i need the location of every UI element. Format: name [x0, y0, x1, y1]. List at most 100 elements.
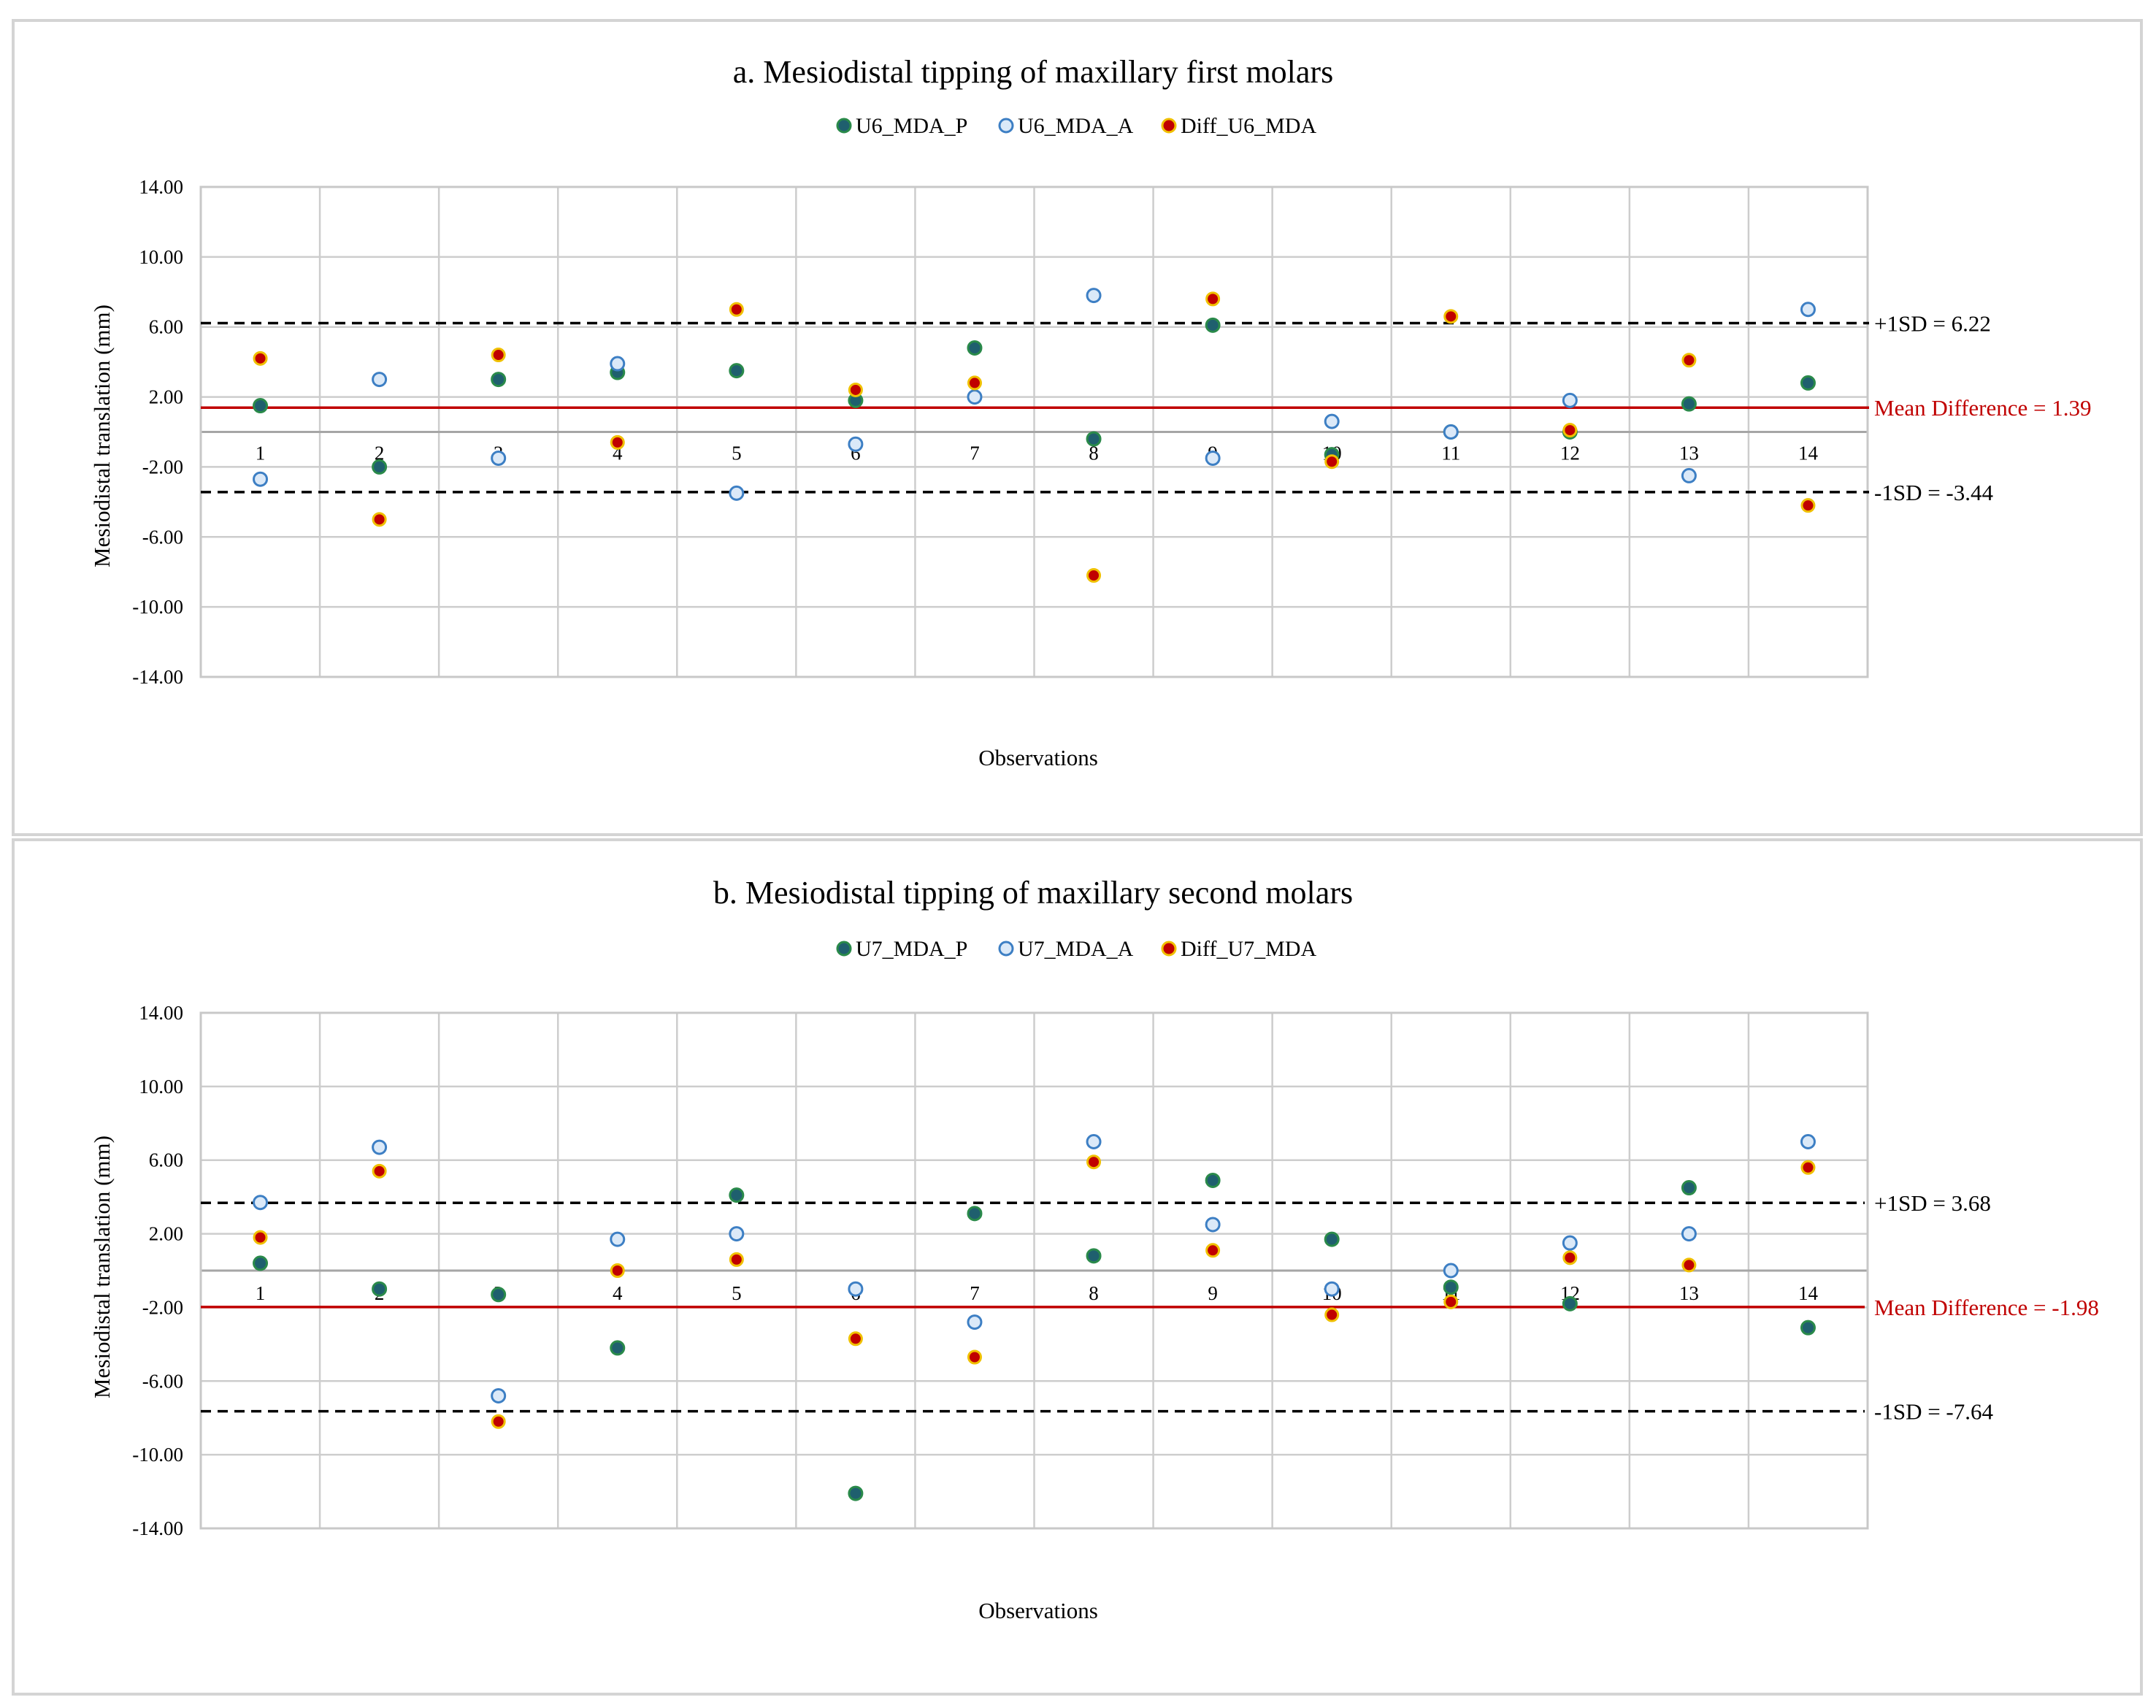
- chart-b-difference-point-14: [1800, 1160, 1816, 1175]
- chart-a-anterior-point-12: [1562, 392, 1578, 408]
- legend-a-anterior-marker: [998, 118, 1014, 134]
- chart-a-y-axis-title: Mesiodistal translation (mm): [89, 305, 115, 567]
- chart-b-category-label-5: 5: [732, 1282, 742, 1304]
- chart-a-category-label-7: 7: [970, 443, 980, 464]
- chart-a-anterior-point-14: [1800, 302, 1816, 318]
- chart-b-difference-point-13: [1681, 1257, 1697, 1273]
- chart-b-difference-point-2: [372, 1163, 387, 1179]
- chart-a-anterior-point-1: [253, 471, 269, 487]
- chart-b-difference-point-3: [491, 1414, 506, 1429]
- chart-b-difference-point-11: [1443, 1294, 1459, 1309]
- chart-b-y-tick-label-7: -14.00: [132, 1517, 183, 1539]
- chart-b-anterior-point-14: [1800, 1134, 1816, 1149]
- chart-a-difference-point-10: [1324, 454, 1340, 470]
- chart-a-difference-point-7: [967, 375, 982, 391]
- chart-a-anterior-point-4: [610, 356, 626, 372]
- chart-a-difference-point-12: [1562, 423, 1578, 438]
- legend-a-anterior-label: U6_MDA_A: [1018, 114, 1134, 138]
- chart-a-legend: U6_MDA_P U6_MDA_A Diff_U6_MDA: [836, 114, 1316, 138]
- chart-b-category-label-1: 1: [256, 1282, 266, 1304]
- chart-b-anterior-point-6: [848, 1281, 864, 1297]
- chart-b-anterior-point-5: [729, 1226, 745, 1242]
- chart-a-difference-point-3: [491, 348, 506, 363]
- chart-b-mean-label: Mean Difference = -1.98: [1874, 1295, 2099, 1320]
- chart-b-legend: U7_MDA_P U7_MDA_A Diff_U7_MDA: [836, 937, 1316, 961]
- legend-b-difference-label: Diff_U7_MDA: [1181, 937, 1316, 961]
- chart-b-anterior-point-8: [1086, 1134, 1102, 1149]
- chart-b-plot-area: [199, 1011, 1869, 1530]
- chart-a-anterior-point-8: [1086, 288, 1102, 304]
- chart-b-title: b. Mesiodistal tipping of maxillary seco…: [713, 875, 1353, 911]
- chart-a-anterior-point-11: [1443, 424, 1459, 440]
- chart-b-category-label-7: 7: [970, 1282, 980, 1304]
- chart-b-category-label-13: 13: [1679, 1282, 1699, 1304]
- chart-a-difference-point-14: [1800, 498, 1816, 513]
- chart-a-upper-sd-label: +1SD = 6.22: [1874, 310, 1991, 336]
- chart-a-x-axis-title: Observations: [978, 745, 1098, 770]
- panel-b-frame: [12, 838, 2143, 1696]
- chart-b-y-axis: 14.00 10.00 6.00 2.00 -2.00 -6.00 -10.00 -14.00: [132, 1002, 183, 1539]
- chart-b-difference-point-8: [1086, 1154, 1102, 1170]
- legend-a-difference-label: Diff_U6_MDA: [1181, 114, 1316, 138]
- chart-a-data-points: [253, 288, 1816, 583]
- chart-a-difference-point-4: [610, 434, 625, 450]
- chart-b-y-axis-title: Mesiodistal translation (mm): [89, 1136, 115, 1398]
- chart-b-anterior-point-7: [967, 1314, 983, 1330]
- chart-a-plot-area: [199, 185, 1869, 678]
- chart-a-lower-sd-label: -1SD = -3.44: [1874, 480, 1994, 505]
- legend-b-anterior-label: U7_MDA_A: [1018, 937, 1134, 961]
- chart-a-anterior-point-10: [1324, 413, 1340, 429]
- chart-a-y-axis: 14.00 10.00 6.00 2.00 -2.00 -6.00 -10.00 -14.00: [132, 176, 183, 688]
- chart-b-lower-sd-label: -1SD = -7.64: [1874, 1399, 1994, 1425]
- legend-b-difference-marker: [1161, 941, 1177, 957]
- legend-a-posterior-marker: [836, 118, 852, 134]
- chart-a-y-tick-label-7: -14.00: [132, 666, 183, 688]
- chart-b-category-label-8: 8: [1089, 1282, 1099, 1304]
- chart-a-y-tick-label-4: -2.00: [142, 456, 183, 478]
- chart-a-y-tick-label-0: 14.00: [139, 176, 183, 198]
- chart-b-y-tick-label-3: 2.00: [149, 1223, 183, 1245]
- chart-a-difference-point-5: [729, 302, 744, 317]
- chart-b-category-label-14: 14: [1798, 1282, 1819, 1304]
- chart-a-category-label-8: 8: [1089, 443, 1099, 464]
- chart-a-category-label-5: 5: [732, 443, 742, 464]
- chart-panel-a: a. Mesiodistal tipping of maxillary firs…: [12, 19, 2143, 836]
- chart-b-posterior-point-10: [1324, 1231, 1340, 1247]
- chart-a-anterior-point-7: [967, 389, 983, 405]
- chart-a-difference-point-11: [1443, 309, 1459, 324]
- chart-b-difference-point-9: [1205, 1243, 1221, 1258]
- legend-b-posterior-marker: [836, 941, 852, 957]
- chart-b-posterior-point-14: [1800, 1320, 1816, 1336]
- chart-b-posterior-point-11: [1443, 1279, 1459, 1295]
- chart-a-difference-point-9: [1205, 291, 1221, 307]
- chart-a-posterior-point-9: [1205, 317, 1221, 333]
- chart-b-difference-point-1: [253, 1230, 268, 1245]
- chart-b-y-tick-label-6: -10.00: [132, 1444, 183, 1466]
- chart-a-category-label-2: 2: [375, 443, 385, 464]
- panel-a-frame: [12, 19, 2143, 836]
- chart-a-posterior-point-13: [1681, 396, 1697, 412]
- chart-a-posterior-point-1: [253, 398, 269, 414]
- chart-b-posterior-point-2: [372, 1281, 388, 1297]
- chart-a-posterior-point-14: [1800, 375, 1816, 391]
- legend-b-posterior-label: U7_MDA_P: [856, 937, 967, 961]
- chart-b-y-tick-label-2: 6.00: [149, 1149, 183, 1171]
- chart-b-anterior-point-4: [610, 1231, 626, 1247]
- chart-a-y-tick-label-5: -6.00: [142, 526, 183, 548]
- chart-a-difference-point-13: [1681, 353, 1697, 368]
- chart-a-difference-point-8: [1086, 568, 1102, 583]
- chart-a-category-label-12: 12: [1560, 443, 1580, 464]
- chart-b-anterior-point-3: [491, 1387, 507, 1403]
- chart-a-y-tick-label-2: 6.00: [149, 316, 183, 338]
- chart-b-anterior-point-2: [372, 1139, 388, 1155]
- chart-b-difference-point-12: [1562, 1250, 1578, 1265]
- chart-b-y-tick-label-5: -6.00: [142, 1370, 183, 1392]
- chart-b-anterior-point-9: [1205, 1217, 1221, 1233]
- chart-b-difference-point-4: [610, 1263, 625, 1278]
- chart-b-posterior-point-5: [729, 1187, 745, 1203]
- chart-b-category-label-9: 9: [1208, 1282, 1218, 1304]
- chart-a-title: a. Mesiodistal tipping of maxillary firs…: [733, 54, 1333, 90]
- chart-a-mean-label: Mean Difference = 1.39: [1874, 395, 2092, 421]
- legend-b-anterior-marker: [998, 941, 1014, 957]
